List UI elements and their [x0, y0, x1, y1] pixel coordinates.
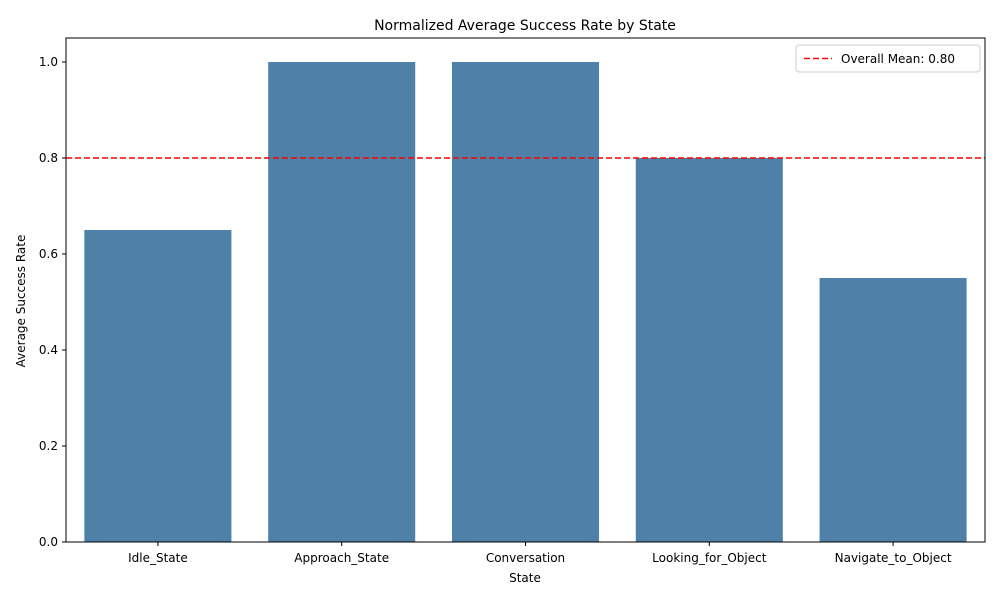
legend-box	[795, 44, 981, 73]
x-tick-label: Approach_State	[294, 551, 389, 565]
chart-title: Normalized Average Success Rate by State	[374, 18, 676, 34]
x-tick-label: Looking_for_Object	[652, 551, 767, 565]
x-axis-ticks: Idle_State Approach_State Conversation Look…	[128, 542, 952, 565]
y-tick-label: 0.4	[39, 343, 58, 357]
y-tick-label: 0.6	[39, 247, 58, 261]
x-tick-label: Navigate_to_Object	[835, 551, 952, 565]
bar-navigate-to-object	[819, 278, 967, 542]
bar-conversation	[451, 62, 600, 542]
x-tick-label: Idle_State	[128, 551, 188, 565]
legend-label: Overall Mean: 0.80	[841, 52, 955, 66]
y-tick-label: 0.8	[39, 151, 58, 165]
legend: Overall Mean: 0.80	[795, 44, 981, 73]
bar-looking-for-object	[635, 158, 783, 542]
bar-approach-state	[268, 62, 416, 542]
y-tick-label: 0.0	[39, 535, 58, 549]
y-tick-label: 0.2	[39, 439, 58, 453]
y-axis-ticks: 0.0 0.2 0.4 0.6 0.8 1.0	[39, 55, 66, 549]
y-axis-label: Average Success Rate	[14, 235, 28, 368]
bars-group	[84, 62, 967, 542]
x-tick-label: Conversation	[486, 551, 565, 565]
x-axis-label: State	[509, 571, 541, 585]
bar-idle-state	[84, 230, 232, 542]
y-tick-label: 1.0	[39, 55, 58, 69]
